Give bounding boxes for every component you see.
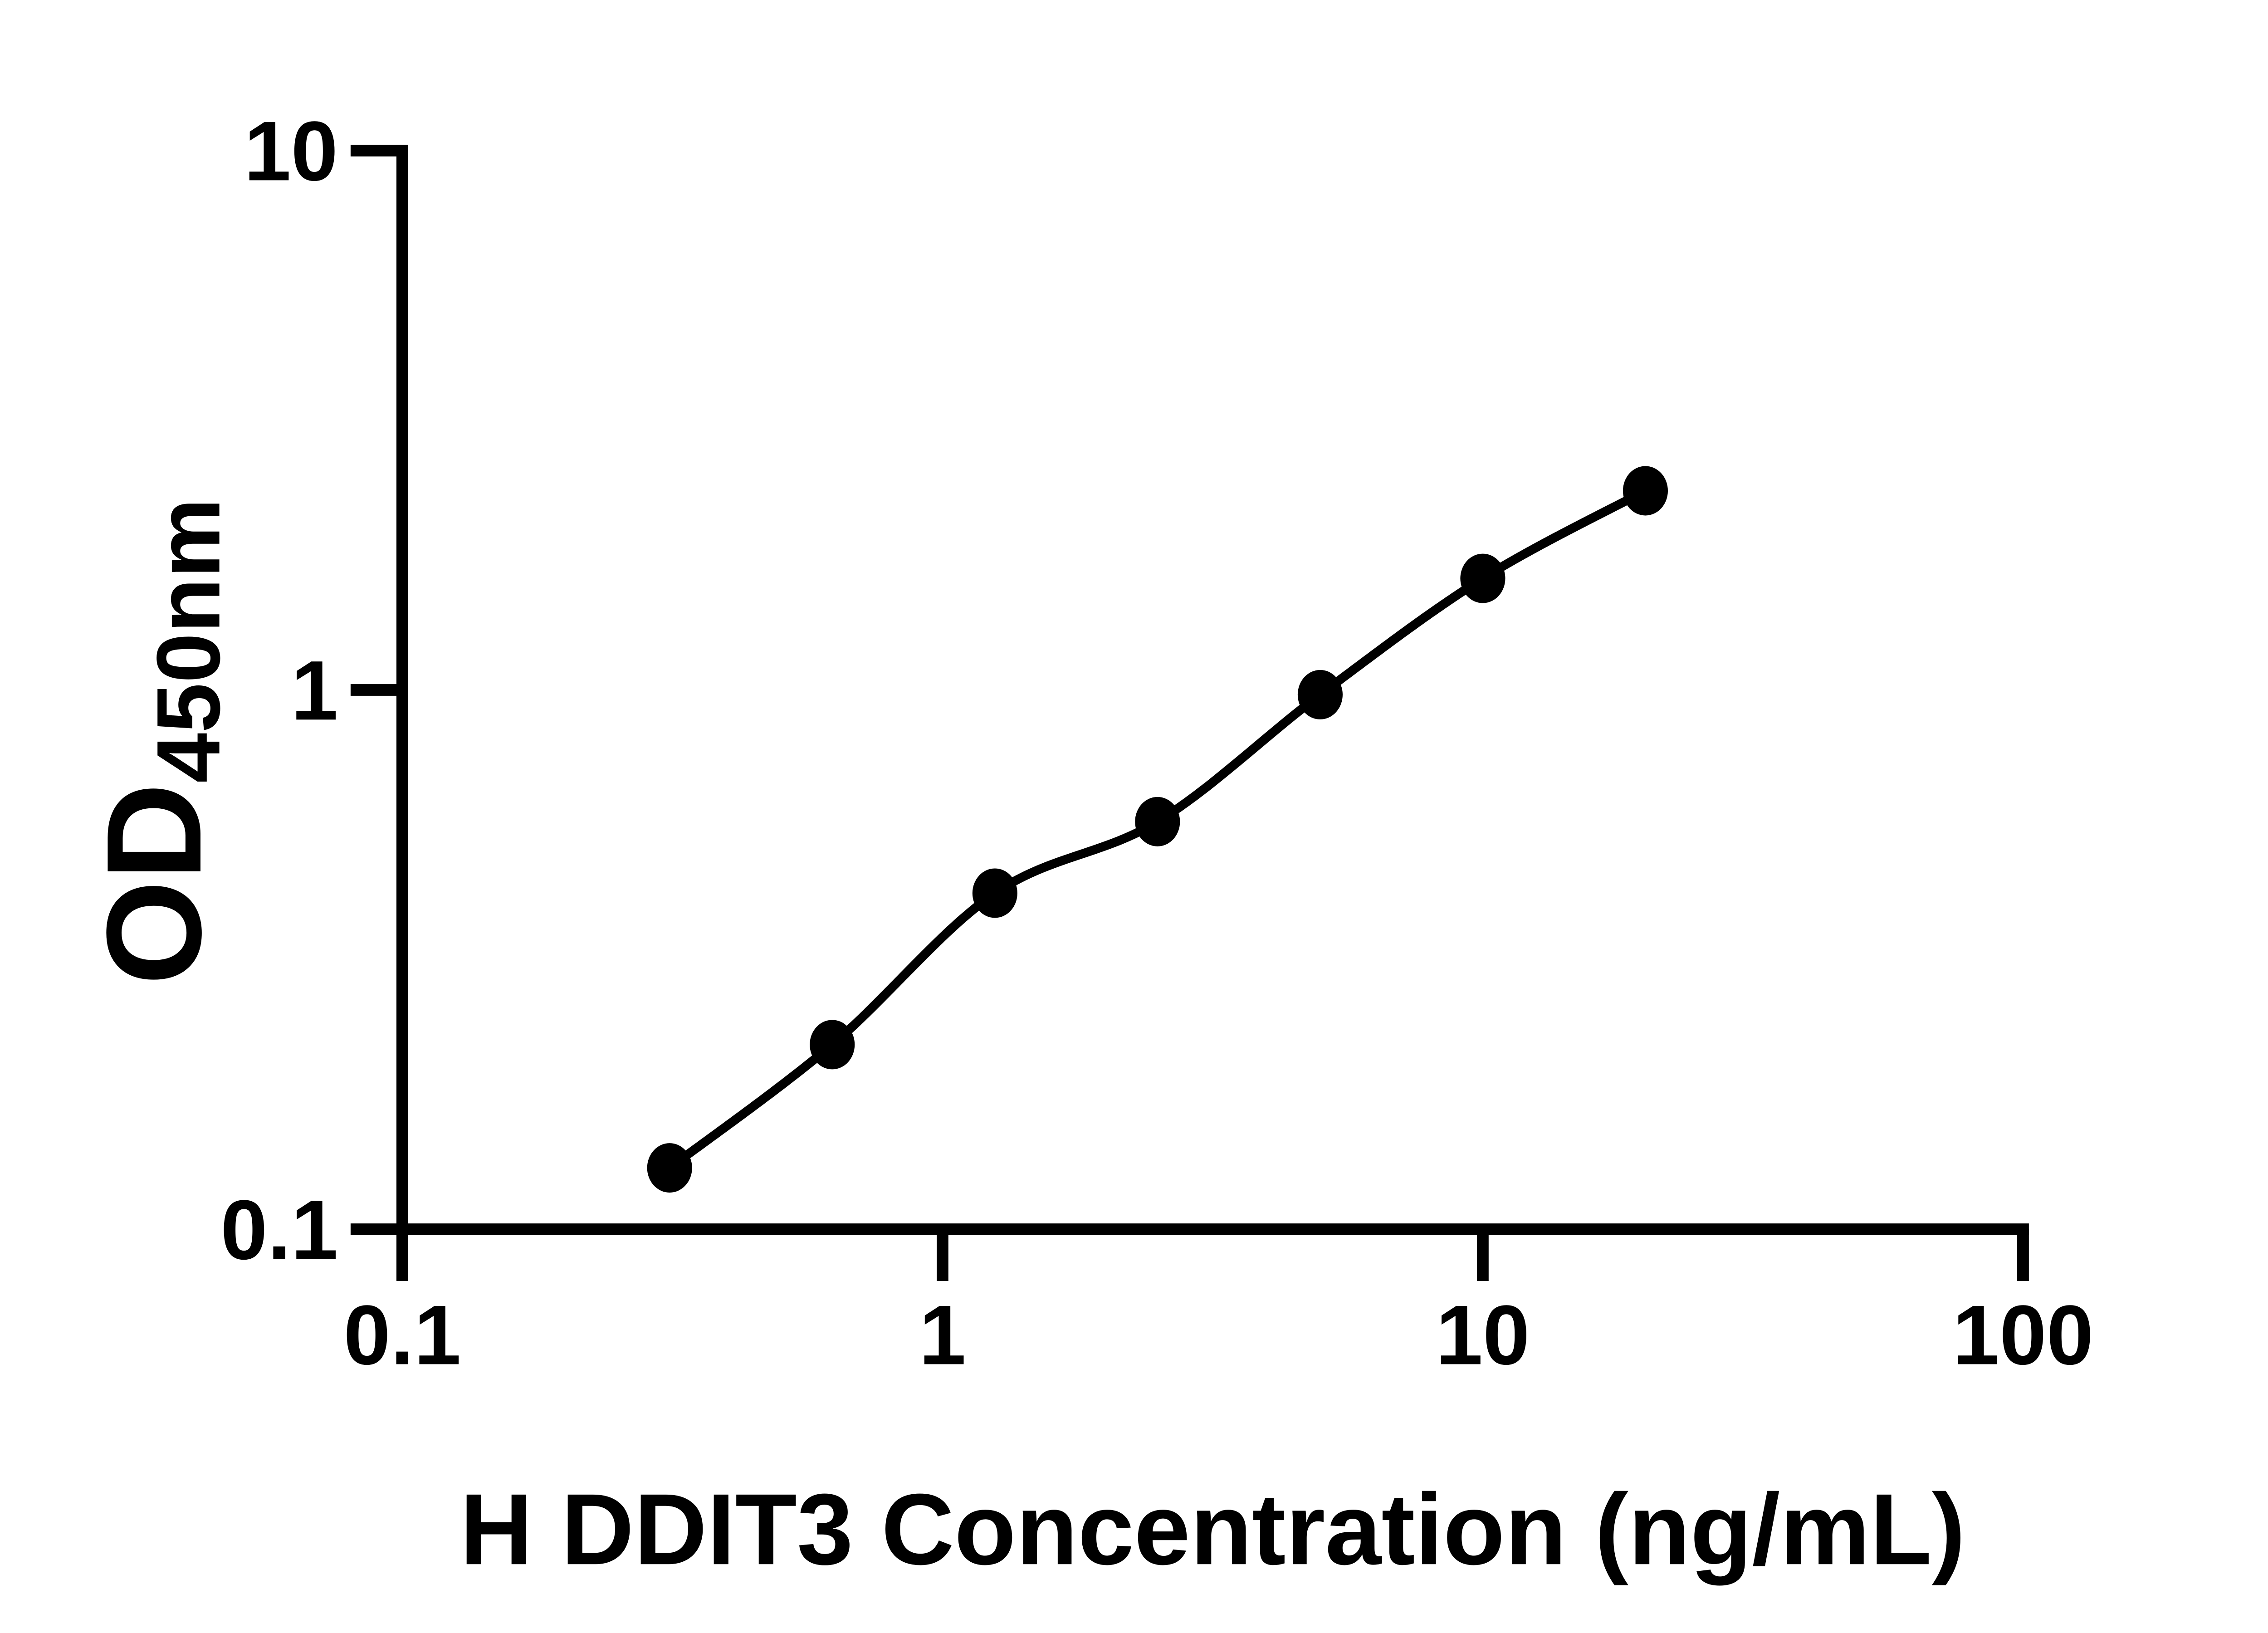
y-tick-label: 10 (244, 104, 338, 198)
x-tick-label: 100 (1953, 1288, 2094, 1382)
y-axis-title: OD450nm (78, 498, 239, 985)
x-tick-label: 1 (919, 1288, 966, 1382)
data-point (647, 1143, 692, 1193)
data-point (1623, 466, 1668, 516)
x-tick-label: 0.1 (343, 1288, 461, 1382)
data-point (1135, 797, 1180, 846)
x-axis-title: H DDIT3 Concentration (ng/mL) (460, 1473, 1965, 1586)
y-tick-label: 1 (291, 643, 338, 738)
y-tick-label: 0.1 (220, 1183, 338, 1277)
data-point (972, 868, 1017, 918)
data-point (810, 1020, 855, 1070)
x-tick-label: 10 (1436, 1288, 1530, 1382)
y-axis-title-sub: 450nm (138, 498, 239, 783)
plot-area: 0.1 1 10 0.1 1 10 100 (220, 104, 2093, 1382)
data-point (1297, 670, 1343, 719)
y-axis-title-main: OD (78, 783, 229, 985)
data-point (1460, 553, 1505, 603)
